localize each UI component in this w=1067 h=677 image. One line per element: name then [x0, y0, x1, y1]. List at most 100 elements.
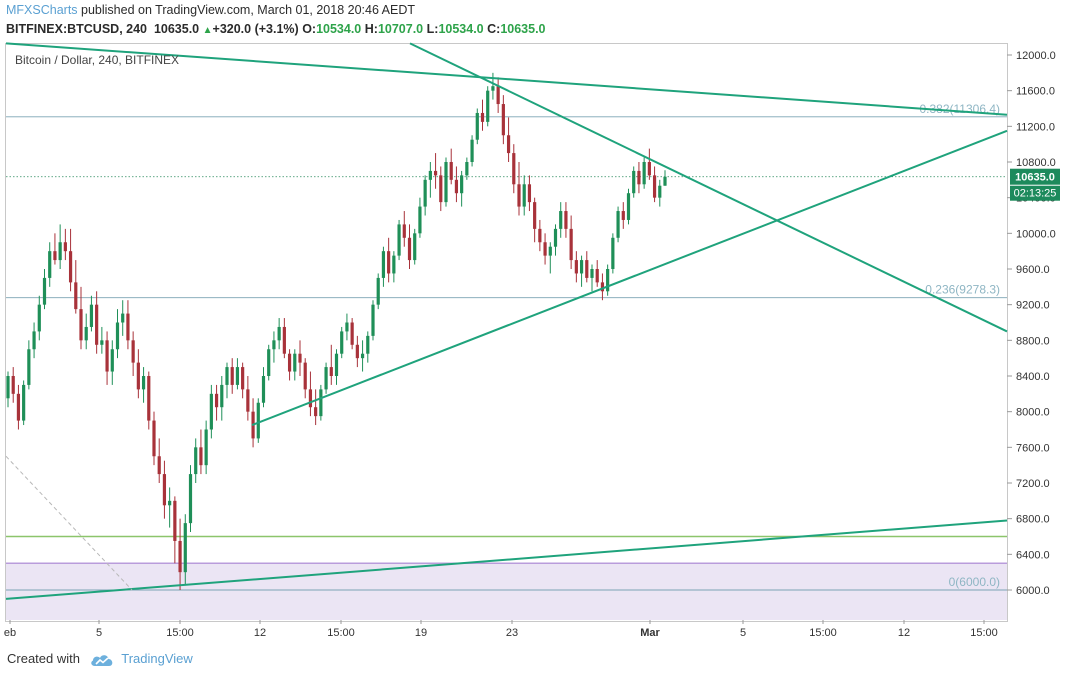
- candle-body: [517, 184, 521, 207]
- y-tick-label: 10000.0: [1016, 228, 1056, 240]
- price-chart[interactable]: 0.382(11306.4)0.236(9278.3)0(6000.0) 120…: [0, 0, 1067, 640]
- candle-body: [548, 246, 552, 256]
- candle-body: [663, 176, 667, 186]
- candle-body: [606, 269, 610, 292]
- candle-body: [293, 353, 297, 372]
- candle-body: [569, 228, 573, 261]
- candle-body: [355, 344, 359, 359]
- y-tick-label: 6000.0: [1016, 585, 1050, 597]
- candle-body: [595, 269, 599, 283]
- candle-body: [68, 251, 73, 283]
- candle-body: [37, 304, 41, 332]
- candle-body: [449, 162, 453, 180]
- candle-body: [209, 393, 213, 430]
- candle-body: [126, 313, 130, 341]
- candle-body: [491, 86, 495, 91]
- ascending-support-line[interactable]: [251, 129, 1008, 426]
- x-tick-label: 15:00: [327, 627, 355, 639]
- candle-body: [225, 367, 229, 385]
- candle-body: [314, 407, 318, 417]
- last-price: 10635.0: [153, 22, 200, 36]
- candle-body: [235, 367, 240, 385]
- fib-label: 0.236(9278.3): [925, 283, 1000, 297]
- candle-body: [53, 251, 57, 261]
- candle-body: [543, 242, 547, 256]
- y-tick-label: 12000.0: [1016, 50, 1056, 62]
- candle-body: [621, 211, 625, 220]
- candle-body: [652, 175, 657, 198]
- candle-body: [439, 175, 443, 203]
- x-tick-label: 19: [415, 627, 427, 639]
- candle-body: [512, 153, 516, 185]
- author-name[interactable]: MFXSCharts: [6, 3, 78, 17]
- candle-body: [506, 135, 511, 154]
- candle-body: [475, 112, 479, 140]
- open-value: 10534.0: [316, 22, 362, 36]
- y-tick-label: 11600.0: [1016, 86, 1055, 98]
- candle-body: [131, 340, 135, 363]
- open-label: O:: [302, 22, 317, 36]
- candle-body: [480, 112, 485, 122]
- candle-body: [136, 362, 140, 390]
- created-with-label: Created with: [7, 651, 80, 666]
- candle-body: [392, 255, 396, 274]
- candle-body: [27, 349, 31, 385]
- candle-body: [115, 322, 120, 350]
- candle-body: [600, 282, 605, 292]
- candle-body: [418, 206, 422, 234]
- candle-body: [168, 500, 172, 506]
- candle-body: [220, 384, 224, 408]
- candle-body: [454, 179, 459, 194]
- chart-title: Bitcoin / Dollar, 240, BITFINEX: [15, 53, 180, 67]
- candle-body: [157, 456, 161, 475]
- candle-body: [527, 184, 532, 203]
- candle-body: [413, 233, 417, 261]
- candle-body: [559, 211, 563, 229]
- y-tick-label: 10800.0: [1016, 157, 1056, 169]
- candle-body: [95, 304, 99, 345]
- x-tick-label: 12: [898, 627, 910, 639]
- candle-body: [121, 313, 125, 323]
- low-value: 10534.0: [438, 22, 484, 36]
- publish-info: MFXSCharts published on TradingView.com,…: [6, 3, 415, 17]
- descending-resistance-line[interactable]: [5, 42, 1008, 116]
- tradingview-link[interactable]: TradingView: [121, 651, 193, 666]
- y-tick-label: 7200.0: [1016, 478, 1050, 490]
- candle-body: [658, 185, 662, 198]
- fib-label: 0(6000.0): [949, 575, 1000, 589]
- candle-body: [58, 242, 62, 261]
- y-tick-label: 11200.0: [1016, 121, 1055, 133]
- candle-body: [105, 340, 109, 372]
- steep-resistance-line[interactable]: [409, 42, 1008, 333]
- y-tick-label: 8800.0: [1016, 335, 1050, 347]
- symbol-label: BITFINEX:BTCUSD, 240: [6, 22, 147, 36]
- candle-body: [340, 331, 344, 354]
- candle-body: [632, 170, 636, 194]
- x-tick-label: 15:00: [166, 627, 194, 639]
- long-term-support-line[interactable]: [5, 519, 1008, 600]
- purple-zone: [6, 563, 1007, 620]
- candle-body: [162, 474, 167, 506]
- footer: Created with TradingView: [7, 651, 193, 667]
- candle-body: [84, 326, 88, 341]
- candle-body: [199, 447, 203, 466]
- x-tick-label: 5: [740, 627, 746, 639]
- candle-body: [241, 367, 245, 390]
- price-change: +320.0 (+3.1%): [212, 22, 299, 36]
- candle-body: [501, 104, 505, 136]
- high-value: 10707.0: [377, 22, 424, 36]
- candle-body: [616, 211, 620, 238]
- candle-body: [345, 322, 349, 332]
- y-tick-label: 6400.0: [1016, 549, 1050, 561]
- candle-body: [428, 170, 432, 180]
- price-tag-label: 10635.0: [1015, 172, 1055, 184]
- candle-body: [433, 170, 438, 176]
- candle-body: [79, 309, 83, 341]
- candle-body: [272, 340, 276, 350]
- up-arrow-icon: ▲: [202, 25, 213, 36]
- candle-body: [470, 139, 474, 162]
- y-tick-label: 9600.0: [1016, 264, 1050, 276]
- candle-body: [246, 389, 250, 412]
- candle-body: [230, 367, 234, 385]
- candle-body: [261, 376, 266, 403]
